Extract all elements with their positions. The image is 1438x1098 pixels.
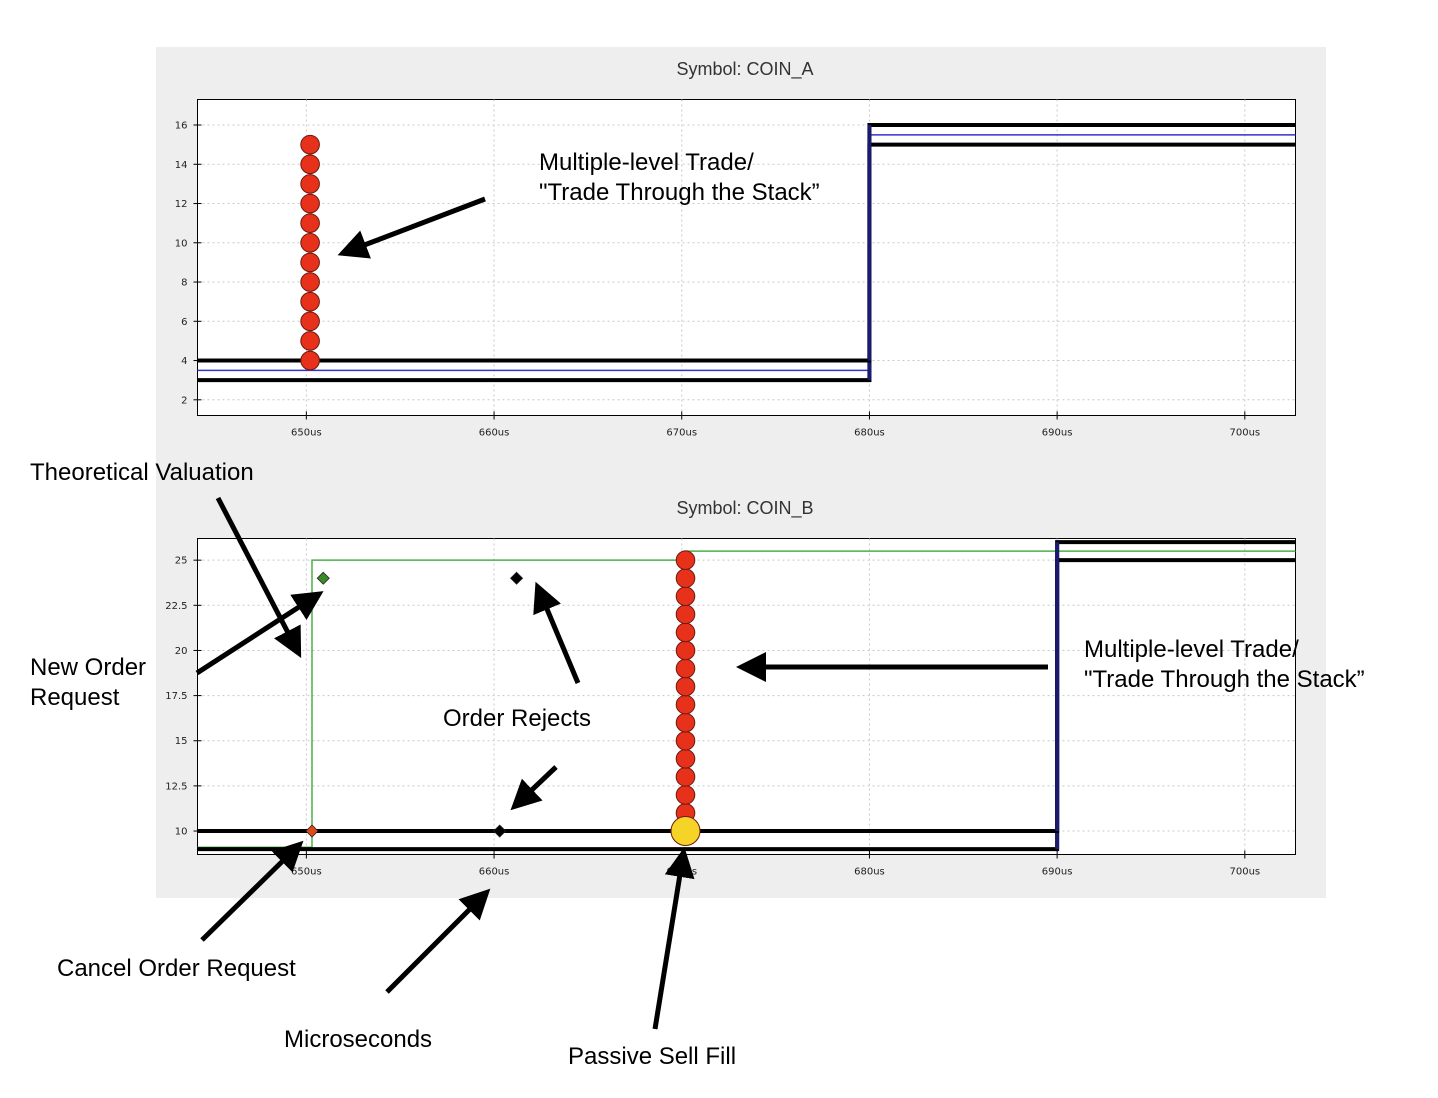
trade-marker [675, 676, 696, 697]
x-tick-label: 680us [854, 867, 885, 878]
annotation-b-trade-line1: Multiple-level Trade/ [1084, 636, 1299, 663]
y-tick-label: 2 [181, 395, 187, 406]
arrow-theo [215, 496, 302, 658]
y-tick-label: 12 [175, 199, 188, 210]
y-tick-label: 8 [181, 278, 187, 289]
trade-marker [675, 748, 696, 769]
y-tick-label: 17.5 [165, 691, 187, 702]
trade-marker [300, 174, 320, 194]
trade-marker [300, 154, 320, 175]
chart-a-markers [300, 134, 320, 371]
y-tick-label: 16 [175, 121, 188, 132]
arrow-reject-lower [510, 765, 558, 811]
annotation-theoretical-valuation: Theoretical Valuation [30, 459, 254, 486]
y-tick-label: 4 [181, 356, 187, 367]
chart-b-title: Symbol: COIN_B [676, 498, 813, 519]
rejects-marker [493, 824, 507, 838]
passive-fill-marker [670, 816, 701, 847]
arrow-microseconds [385, 888, 491, 994]
trade-marker [675, 694, 696, 715]
trade-marker [675, 604, 696, 625]
trade-marker [300, 350, 320, 371]
y-tick-label: 25 [175, 556, 188, 567]
arrow-reject-upper [533, 581, 581, 684]
y-tick-label: 10 [175, 238, 188, 249]
trade-marker [300, 213, 320, 233]
chart-coin-b: Symbol: COIN_B 10 12.5 15 17.5 20 22.5 25 650us… [165, 498, 1296, 878]
rejects-marker [510, 571, 524, 585]
arrow-cancel [200, 840, 304, 942]
x-tick-label: 660us [479, 867, 510, 878]
annotation-a-trade-line2: "Trade Through the Stack” [539, 179, 820, 206]
trade-marker [300, 272, 320, 292]
arrow-a-trade [337, 196, 486, 259]
trade-marker [675, 568, 696, 589]
trade-marker [675, 658, 696, 679]
chart-coin-a: Symbol: COIN_A 2 4 6 8 10 12 14 16 650us 660us 670… [175, 59, 1296, 439]
trade-marker [675, 550, 696, 570]
trade-marker [675, 622, 696, 643]
chart-b-plot-area [197, 538, 1296, 855]
x-tick-label: 660us [479, 428, 510, 439]
annotation-new-order-line1: New Order [30, 654, 146, 681]
x-tick-label: 670us [666, 428, 697, 439]
annotation-arrows [195, 196, 1048, 1030]
y-tick-label: 15 [175, 736, 188, 747]
annotation-microseconds: Microseconds [284, 1026, 432, 1053]
chart-a-title: Symbol: COIN_A [676, 59, 813, 80]
arrow-passive-fill [652, 847, 695, 1030]
annotation-labels: Multiple-level Trade/ "Trade Through the… [30, 149, 1365, 1070]
trade-marker [675, 767, 696, 787]
trade-marker [675, 712, 696, 733]
trade-marker [675, 640, 696, 661]
annotation-cancel-order: Cancel Order Request [57, 955, 296, 982]
y-tick-label: 22.5 [165, 601, 187, 612]
trade-marker [300, 193, 320, 214]
chart-a-series [197, 123, 1296, 383]
chart-a-plot-area [197, 99, 1296, 416]
trade-marker [300, 232, 320, 253]
x-tick-label: 650us [291, 867, 322, 878]
trade-marker [300, 134, 320, 155]
x-tick-label: 700us [1230, 428, 1261, 439]
trade-marker [300, 331, 320, 351]
y-tick-label: 20 [175, 646, 188, 657]
x-tick-label: 680us [854, 428, 885, 439]
y-tick-label: 14 [175, 160, 188, 171]
annotation-passive-sell-fill: Passive Sell Fill [568, 1043, 736, 1070]
arrow-new-order [195, 591, 324, 676]
x-tick-label: 690us [1042, 428, 1073, 439]
new-order-marker [316, 571, 330, 585]
y-tick-label: 12.5 [165, 781, 187, 792]
x-tick-label: 690us [1042, 867, 1073, 878]
trade-marker [675, 785, 696, 805]
trade-marker [300, 252, 320, 273]
trade-marker [675, 730, 696, 751]
y-tick-label: 6 [181, 317, 187, 328]
trade-marker [675, 586, 696, 607]
x-tick-label: 650us [291, 428, 322, 439]
chart-b-markers [305, 550, 701, 847]
y-tick-label: 10 [175, 827, 188, 838]
annotation-order-rejects: Order Rejects [443, 705, 591, 732]
cancel-marker [305, 824, 319, 838]
annotation-b-trade-line2: "Trade Through the Stack” [1084, 666, 1365, 693]
annotation-new-order-line2: Request [30, 684, 120, 711]
trade-marker [300, 311, 320, 332]
chart-a-axes: 2 4 6 8 10 12 14 16 650us 660us 670us 680us 690us 700… [175, 121, 1260, 439]
annotation-a-trade-line1: Multiple-level Trade/ [539, 149, 754, 176]
trade-marker [300, 291, 320, 312]
x-tick-label: 700us [1230, 867, 1261, 878]
